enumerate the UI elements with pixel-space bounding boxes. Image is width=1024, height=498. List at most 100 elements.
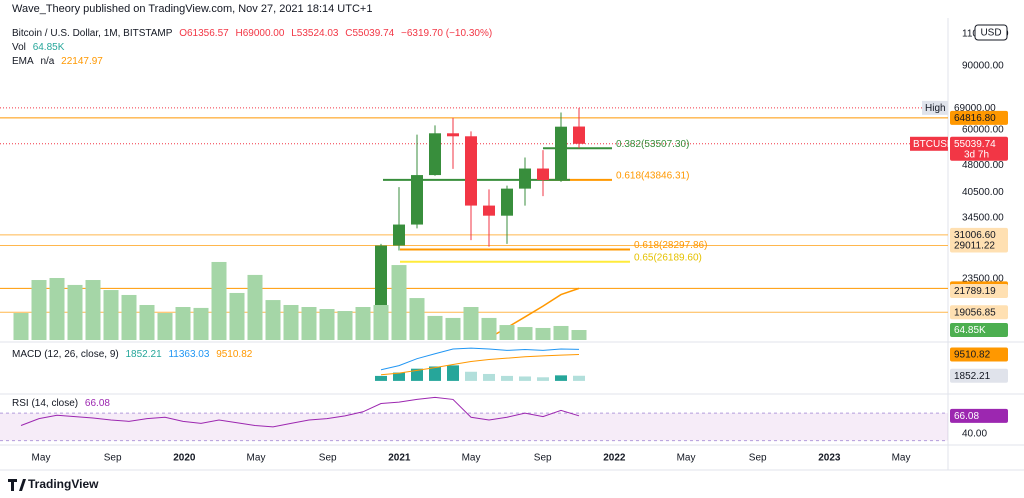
price-tag-box — [950, 283, 1008, 298]
price-tag-label: 1852.21 — [954, 371, 991, 382]
price-tag-box — [950, 238, 1008, 253]
legend-row: Vol 64.85K — [12, 42, 68, 53]
price-tag-box — [950, 347, 1008, 362]
tag-name: BTCUSD — [913, 139, 954, 150]
y-tick-label: 60000.00 — [962, 125, 1004, 136]
fib-label: 0.618(28297.86) — [634, 240, 707, 251]
publisher: Wave_Theory published on TradingView.com… — [12, 3, 373, 15]
macd-histogram — [537, 377, 549, 381]
fib-label: 0.382(53507.30) — [616, 139, 689, 150]
volume-bar — [427, 315, 443, 340]
volume-bar — [373, 304, 389, 340]
vol-value: 64.85K — [32, 42, 65, 53]
ema-value: 22147.97 — [61, 56, 103, 67]
macd-histogram — [555, 375, 567, 381]
macd-name: MACD (12, 26, close, 9) — [12, 349, 119, 360]
price-tag-box — [950, 227, 1008, 242]
symbol: Bitcoin / U.S. Dollar, 1M, BITSTAMP — [12, 28, 173, 39]
volume-bar — [517, 327, 533, 340]
fib-label: 0.65(26189.60) — [634, 252, 702, 263]
volume-bar — [301, 306, 317, 340]
volume-bar — [265, 300, 281, 340]
brand-logo — [8, 479, 26, 491]
candle-body — [375, 245, 387, 307]
volume-bar — [67, 284, 83, 340]
volume-bar — [157, 313, 173, 340]
tag-name-box — [922, 100, 948, 115]
price-tag-label: 21789.19 — [954, 286, 996, 297]
ema-name: EMA — [12, 56, 34, 67]
volume-bar — [49, 278, 65, 340]
candle-body — [411, 175, 423, 225]
rsi-value: 66.08 — [84, 398, 110, 409]
volume-bar — [553, 325, 569, 340]
candle-body — [573, 126, 585, 144]
legend-row: MACD (12, 26, close, 9) 1852.21 11363.03… — [12, 349, 256, 360]
y-tick-label: 23500.00 — [962, 274, 1004, 285]
candle-body — [429, 133, 441, 176]
candle-body — [555, 126, 567, 181]
currency: USD — [980, 28, 1001, 39]
macd-histogram — [429, 366, 441, 381]
ohlc: O61356.57 — [179, 28, 229, 39]
macd-histogram — [447, 365, 459, 381]
x-tick-label: Sep — [749, 453, 767, 464]
fib-label: 0.618(43846.31) — [616, 171, 689, 182]
candle-body — [501, 188, 513, 216]
candle-body — [519, 168, 531, 189]
x-tick-label: May — [32, 453, 51, 464]
x-tick-label: May — [462, 453, 481, 464]
volume-bar — [283, 304, 299, 340]
volume-bar — [229, 292, 245, 340]
countdown: 3d 7h — [964, 149, 989, 160]
volume-bar — [247, 274, 263, 340]
macd-line — [380, 347, 580, 371]
legend-row: Bitcoin / U.S. Dollar, 1M, BITSTAMP O613… — [12, 28, 496, 39]
volume-bar — [535, 327, 551, 340]
volume-bar — [211, 261, 227, 340]
y-tick-label: 40500.00 — [962, 187, 1004, 198]
vol-name: Vol — [12, 42, 26, 53]
volume-bar — [103, 290, 119, 340]
price-tag-box — [950, 110, 1008, 125]
ema-na: n/a — [40, 56, 55, 67]
candle-body — [537, 168, 549, 181]
price-tag-label: 9510.82 — [954, 350, 991, 361]
volume-bar — [319, 309, 335, 340]
rsi-name: RSI (14, close) — [12, 398, 79, 409]
volume-bar — [337, 311, 353, 340]
price-tag-label: 29011.22 — [954, 241, 995, 252]
volume-bar — [481, 317, 497, 340]
volume-bar — [445, 317, 461, 340]
ohlc: C55039.74 — [345, 28, 395, 39]
price-tag-label: 19056.85 — [954, 307, 996, 318]
macd-histogram — [483, 373, 495, 381]
y-tick-label: 48000.00 — [962, 160, 1004, 171]
volume-bar — [31, 280, 47, 340]
volume-bar — [13, 313, 29, 340]
macd-value: 9510.82 — [216, 349, 253, 360]
x-tick-label: May — [892, 453, 911, 464]
macd-histogram — [519, 376, 531, 381]
x-tick-label: 2022 — [603, 453, 626, 464]
volume-bar — [121, 294, 137, 340]
y-tick-label: 40.00 — [962, 428, 987, 439]
price-tag-box — [950, 136, 1008, 161]
x-tick-label: 2021 — [388, 453, 411, 464]
macd-histogram — [411, 368, 423, 381]
macd-histogram — [465, 371, 477, 381]
x-tick-label: 2020 — [173, 453, 196, 464]
currency-box — [974, 24, 1008, 41]
macd-line — [380, 354, 580, 376]
macd-value: 11363.03 — [168, 349, 210, 360]
legend-row: RSI (14, close) 66.08 — [12, 398, 114, 409]
price-tag-label: 69000.00 — [954, 103, 996, 114]
x-tick-label: Sep — [319, 453, 337, 464]
candle-body — [447, 133, 459, 137]
x-tick-label: 2023 — [818, 453, 841, 464]
volume-bar — [499, 325, 515, 340]
price-tag-label: 64816.80 — [954, 113, 996, 124]
volume-bar — [139, 304, 155, 340]
price-tag-label: 31006.60 — [954, 230, 996, 241]
